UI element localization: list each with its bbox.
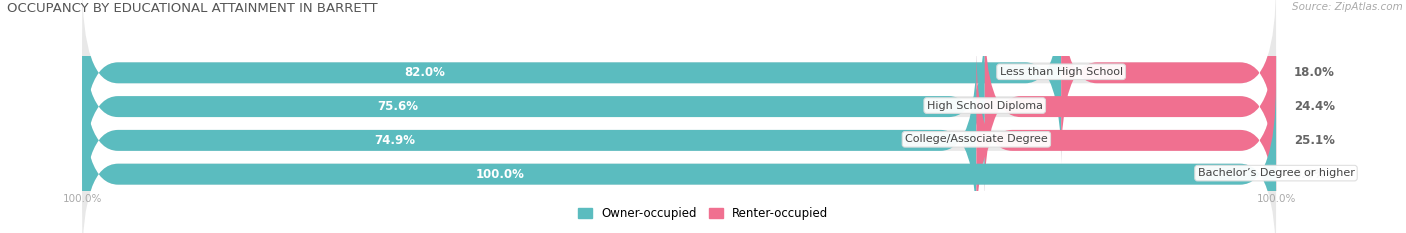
Text: Less than High School: Less than High School (1000, 67, 1123, 77)
Text: OCCUPANCY BY EDUCATIONAL ATTAINMENT IN BARRETT: OCCUPANCY BY EDUCATIONAL ATTAINMENT IN B… (7, 2, 378, 15)
FancyBboxPatch shape (1062, 0, 1277, 164)
FancyBboxPatch shape (82, 16, 984, 198)
Text: 25.1%: 25.1% (1294, 134, 1334, 147)
Text: Bachelor’s Degree or higher: Bachelor’s Degree or higher (1198, 168, 1354, 178)
Text: 74.9%: 74.9% (374, 134, 416, 147)
FancyBboxPatch shape (82, 83, 1277, 233)
FancyBboxPatch shape (82, 0, 1277, 164)
Text: 0.0%: 0.0% (1294, 168, 1326, 181)
FancyBboxPatch shape (82, 49, 1277, 231)
Text: 82.0%: 82.0% (405, 66, 446, 79)
Text: 18.0%: 18.0% (1294, 66, 1334, 79)
FancyBboxPatch shape (976, 49, 1277, 231)
Text: 24.4%: 24.4% (1294, 100, 1334, 113)
Text: 75.6%: 75.6% (378, 100, 419, 113)
FancyBboxPatch shape (82, 49, 976, 231)
FancyBboxPatch shape (82, 0, 1062, 164)
Text: 100.0%: 100.0% (475, 168, 524, 181)
Legend: Owner-occupied, Renter-occupied: Owner-occupied, Renter-occupied (572, 202, 834, 225)
Text: High School Diploma: High School Diploma (927, 101, 1043, 110)
Text: College/Associate Degree: College/Associate Degree (905, 134, 1047, 144)
FancyBboxPatch shape (984, 16, 1277, 198)
FancyBboxPatch shape (82, 16, 1277, 198)
Text: Source: ZipAtlas.com: Source: ZipAtlas.com (1292, 2, 1403, 12)
FancyBboxPatch shape (82, 83, 1277, 233)
